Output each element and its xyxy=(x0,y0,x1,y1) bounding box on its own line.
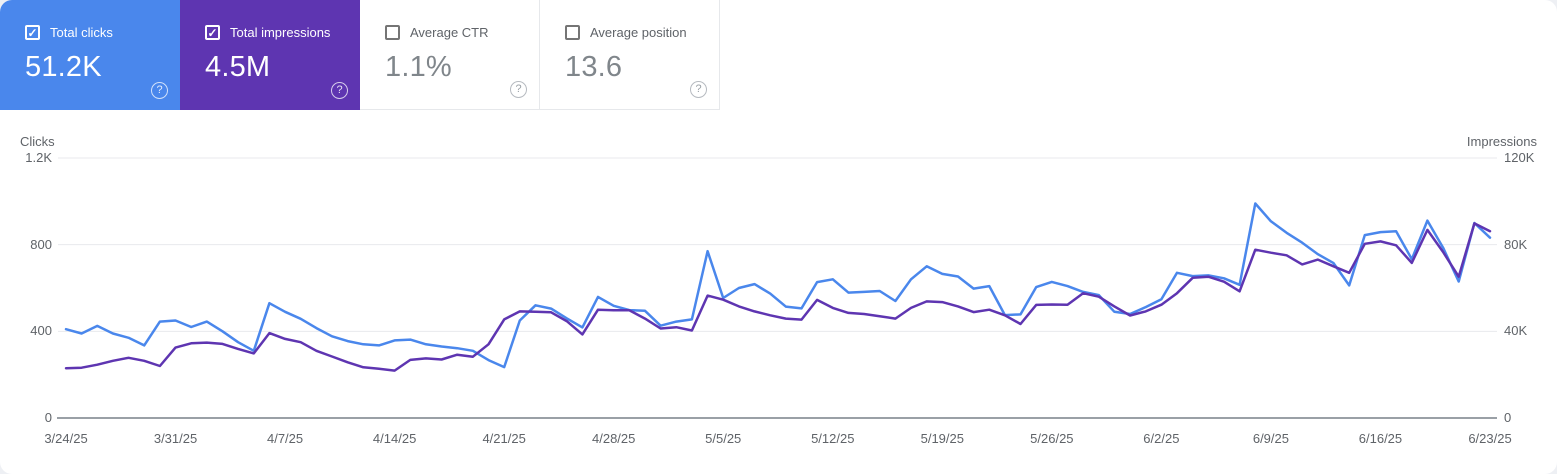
series-line-impressions xyxy=(64,222,1492,372)
card-label: Total impressions xyxy=(230,25,331,40)
total-clicks-value: 51.2K xyxy=(25,51,102,83)
card-average-ctr[interactable]: Average CTR 1.1% ? xyxy=(360,0,540,110)
help-icon[interactable]: ? xyxy=(690,81,707,98)
card-label: Average CTR xyxy=(410,25,489,40)
help-icon[interactable]: ? xyxy=(331,82,348,99)
total-impressions-checkbox-icon[interactable]: ✓ xyxy=(205,25,220,40)
card-label: Total clicks xyxy=(50,25,113,40)
help-icon[interactable]: ? xyxy=(151,82,168,99)
average-ctr-value: 1.1% xyxy=(385,51,452,83)
card-total-clicks[interactable]: ✓ Total clicks 51.2K ? xyxy=(0,0,180,110)
card-average-position[interactable]: Average position 13.6 ? xyxy=(540,0,720,110)
total-impressions-value: 4.5M xyxy=(205,51,271,83)
average-ctr-checkbox-icon[interactable] xyxy=(385,25,400,40)
card-label: Average position xyxy=(590,25,687,40)
series-line-clicks xyxy=(64,202,1492,369)
card-total-impressions[interactable]: ✓ Total impressions 4.5M ? xyxy=(180,0,360,110)
total-clicks-checkbox-icon[interactable]: ✓ xyxy=(25,25,40,40)
metric-cards-row: ✓ Total clicks 51.2K ? ✓ Total impressio… xyxy=(0,0,720,110)
help-icon[interactable]: ? xyxy=(510,81,527,98)
average-position-checkbox-icon[interactable] xyxy=(565,25,580,40)
average-position-value: 13.6 xyxy=(565,51,623,83)
